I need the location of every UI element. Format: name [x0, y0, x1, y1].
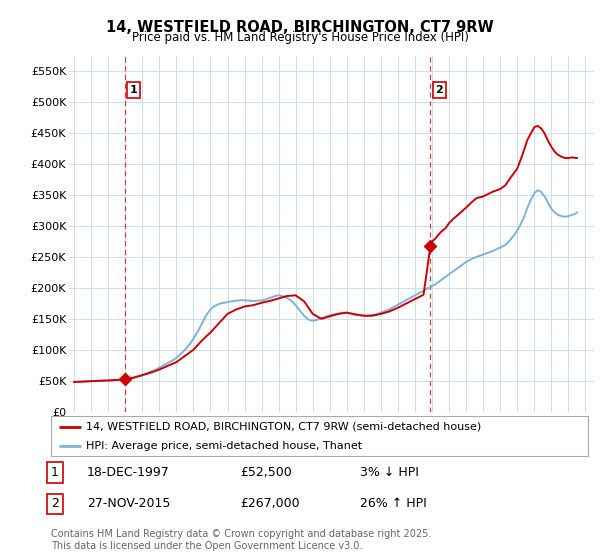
Text: £52,500: £52,500: [240, 466, 292, 479]
Text: Price paid vs. HM Land Registry's House Price Index (HPI): Price paid vs. HM Land Registry's House …: [131, 31, 469, 44]
Text: 2: 2: [436, 85, 443, 95]
Text: 1: 1: [130, 85, 137, 95]
Text: 18-DEC-1997: 18-DEC-1997: [87, 466, 170, 479]
Text: 27-NOV-2015: 27-NOV-2015: [87, 497, 170, 510]
Text: HPI: Average price, semi-detached house, Thanet: HPI: Average price, semi-detached house,…: [86, 441, 362, 451]
Text: 26% ↑ HPI: 26% ↑ HPI: [360, 497, 427, 510]
Text: 1: 1: [51, 466, 59, 479]
Text: 2: 2: [51, 497, 59, 510]
Text: 3% ↓ HPI: 3% ↓ HPI: [360, 466, 419, 479]
Text: 14, WESTFIELD ROAD, BIRCHINGTON, CT7 9RW (semi-detached house): 14, WESTFIELD ROAD, BIRCHINGTON, CT7 9RW…: [86, 422, 481, 432]
Text: £267,000: £267,000: [240, 497, 299, 510]
Text: 14, WESTFIELD ROAD, BIRCHINGTON, CT7 9RW: 14, WESTFIELD ROAD, BIRCHINGTON, CT7 9RW: [106, 20, 494, 35]
Text: Contains HM Land Registry data © Crown copyright and database right 2025.
This d: Contains HM Land Registry data © Crown c…: [51, 529, 431, 551]
